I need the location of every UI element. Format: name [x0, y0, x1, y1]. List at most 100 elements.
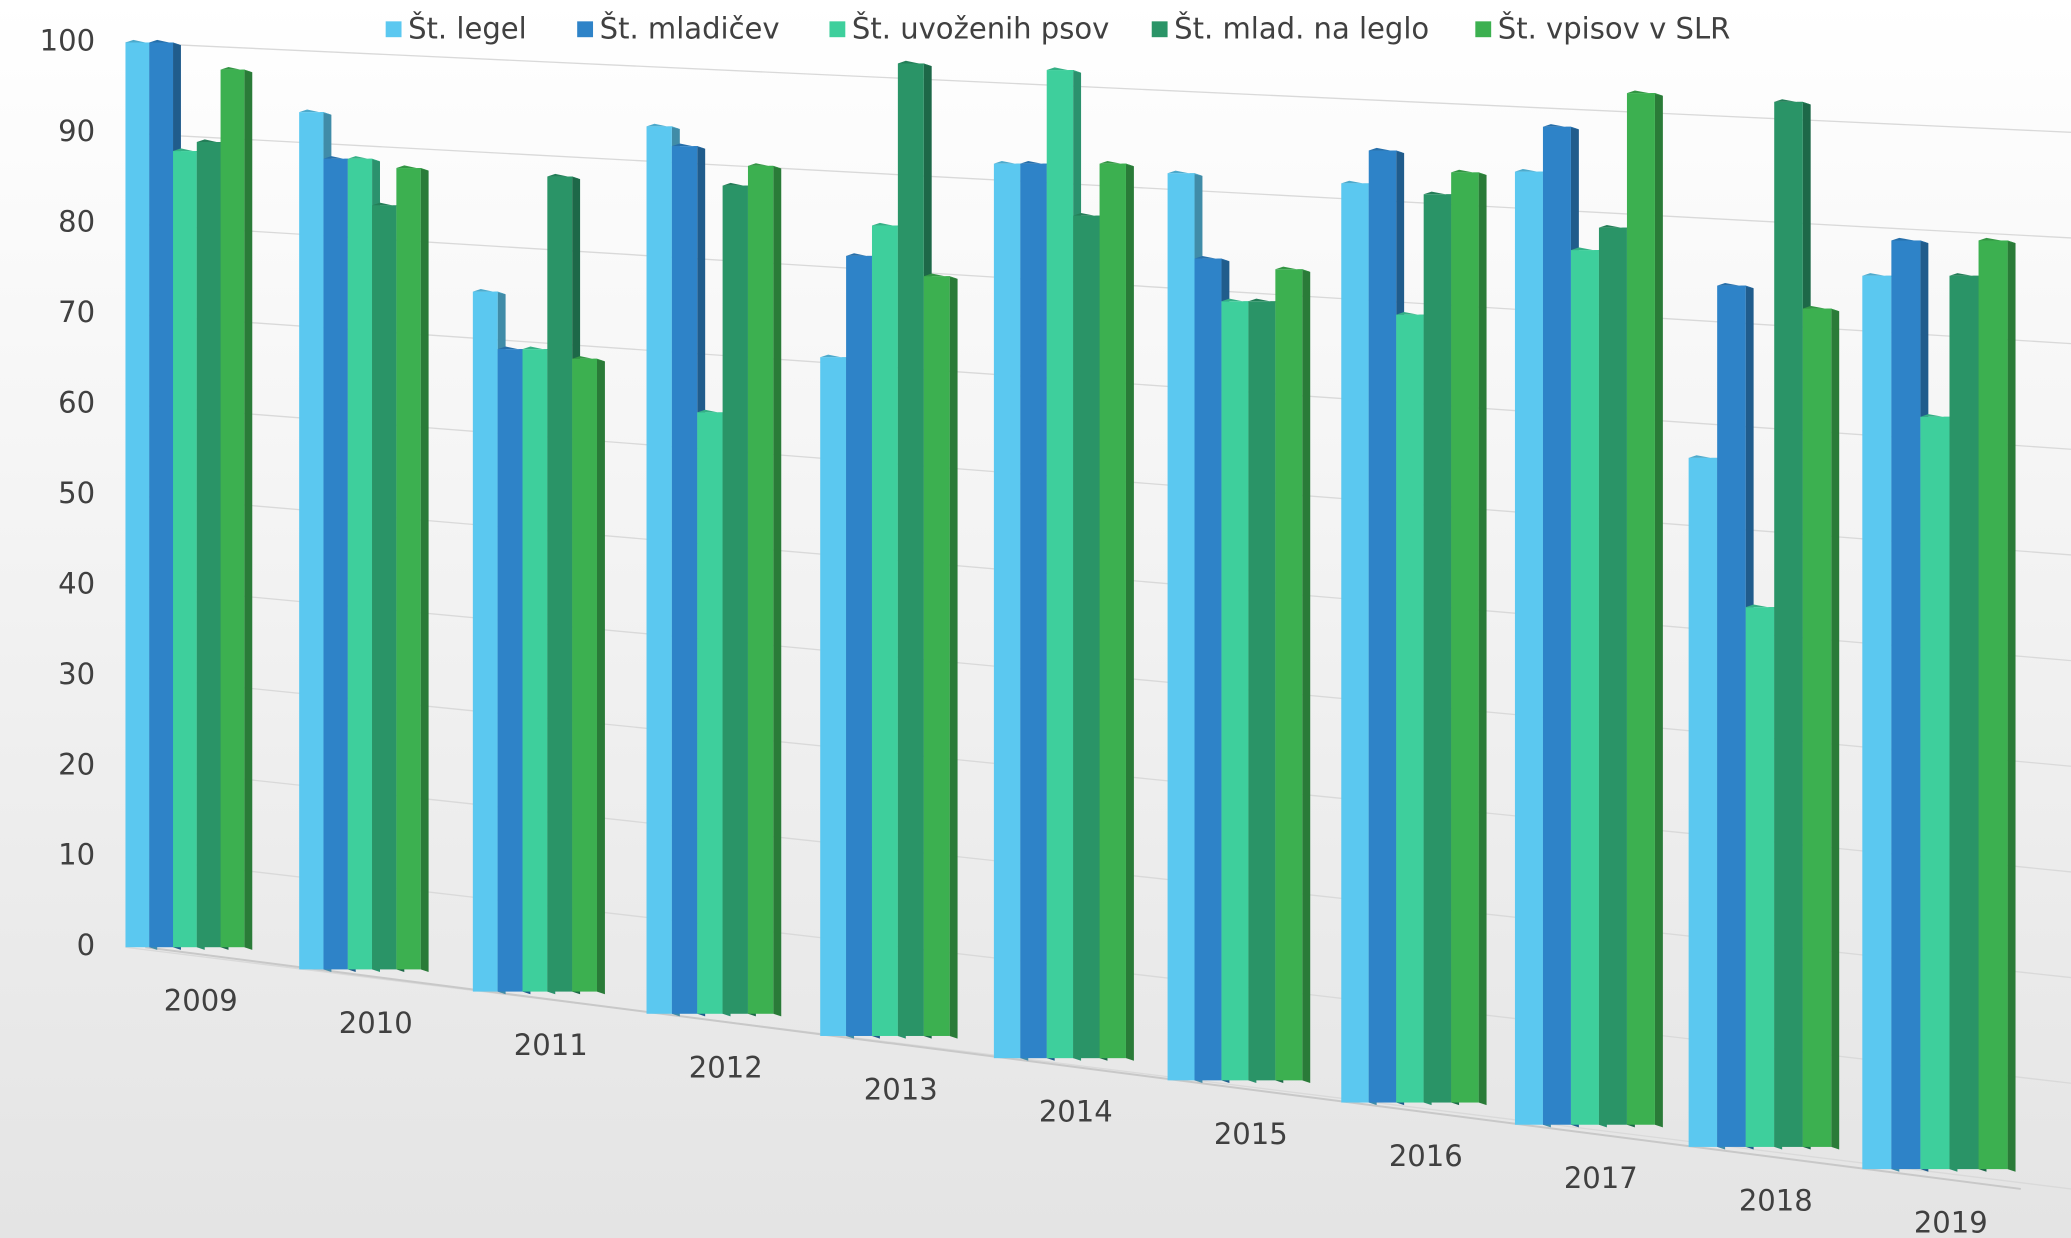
y-tick-label: 50: [58, 476, 95, 510]
y-tick-label: 10: [58, 838, 95, 872]
bar-side: [420, 168, 429, 973]
bar-top: [1046, 67, 1082, 73]
bar: [1598, 227, 1627, 1125]
bar-top: [396, 165, 429, 171]
bar: [1368, 150, 1397, 1103]
bar: [1745, 607, 1775, 1147]
x-tick-label: 2011: [514, 1028, 588, 1062]
x-tick-label: 2009: [164, 984, 238, 1018]
legend-swatch: [829, 21, 846, 38]
bar: [1167, 173, 1195, 1081]
x-tick-label: 2019: [1914, 1206, 1988, 1238]
bar-top: [897, 60, 932, 67]
x-tick-label: 2012: [689, 1050, 763, 1084]
bar: [125, 42, 150, 948]
bar: [1978, 240, 2008, 1170]
bar: [747, 165, 774, 1014]
x-tick-label: 2017: [1564, 1161, 1638, 1195]
bar-top: [220, 66, 253, 73]
x-tick-label: 2010: [339, 1006, 413, 1040]
bar: [1396, 314, 1424, 1103]
y-tick-label: 40: [58, 566, 95, 600]
bar: [1194, 258, 1222, 1081]
bar: [1046, 70, 1074, 1059]
bar: [497, 349, 523, 992]
y-tick-label: 90: [58, 114, 95, 148]
bar: [993, 163, 1021, 1059]
bar: [722, 185, 748, 1014]
bar: [1542, 126, 1571, 1125]
bar: [1688, 457, 1718, 1147]
bar-top: [522, 346, 556, 352]
bar: [697, 412, 723, 1014]
bar: [820, 357, 847, 1036]
bar: [871, 225, 898, 1036]
bar: [149, 42, 174, 948]
bar: [173, 151, 197, 948]
bar: [1020, 163, 1047, 1059]
bar: [1717, 285, 1746, 1147]
legend-label: Št. vpisov v SLR: [1498, 12, 1731, 46]
x-tick-label: 2018: [1739, 1183, 1813, 1217]
bar: [923, 276, 950, 1036]
legend-label: Št. mlad. na leglo: [1174, 12, 1429, 46]
legend-label: Št. legel: [408, 12, 527, 46]
bar: [522, 349, 548, 992]
x-tick-label: 2013: [864, 1072, 938, 1106]
bar-side: [2007, 240, 2016, 1172]
bar: [472, 291, 498, 992]
y-tick-label: 60: [58, 385, 95, 419]
y-tick-label: 100: [40, 23, 95, 57]
bar: [196, 141, 221, 948]
bar: [1949, 275, 1979, 1170]
bar: [220, 69, 245, 948]
bar: [1423, 194, 1452, 1103]
y-tick-label: 80: [58, 204, 95, 238]
legend-swatch: [385, 21, 402, 38]
bar-side: [773, 165, 782, 1017]
y-tick-label: 70: [58, 295, 95, 329]
bar-top: [547, 173, 581, 180]
bar: [897, 63, 924, 1036]
bar: [1774, 101, 1803, 1147]
bar: [846, 255, 872, 1036]
bar: [299, 112, 324, 970]
x-tick-label: 2014: [1039, 1095, 1113, 1129]
bar: [1570, 250, 1599, 1125]
bar: [1802, 308, 1832, 1147]
legend-swatch: [577, 21, 594, 38]
bar: [347, 158, 373, 970]
x-tick-label: 2015: [1214, 1117, 1288, 1151]
bar: [1099, 163, 1126, 1059]
bar: [1920, 416, 1950, 1170]
legend-swatch: [1151, 21, 1168, 38]
bar-top: [1368, 147, 1405, 154]
bar: [1221, 301, 1249, 1081]
bar: [572, 358, 597, 992]
bar-side: [596, 358, 605, 995]
bar: [372, 205, 397, 970]
bar-side: [244, 69, 253, 950]
bar: [1275, 269, 1303, 1081]
y-tick-label: 30: [58, 657, 95, 691]
bar: [1248, 301, 1276, 1081]
bar: [1073, 215, 1100, 1059]
bar-side: [1478, 172, 1487, 1106]
bar-side: [1831, 308, 1840, 1150]
legend-swatch: [1475, 21, 1492, 38]
legend-label: Št. mladičev: [600, 12, 780, 46]
bar-side: [1125, 163, 1134, 1061]
bar: [1514, 171, 1543, 1125]
bar: [671, 146, 698, 1014]
grid-line: [125, 946, 2071, 1190]
bar-top: [497, 346, 531, 352]
bar: [547, 176, 573, 992]
y-tick-label: 20: [58, 747, 95, 781]
bar-side: [949, 276, 958, 1039]
x-tick-label: 2016: [1389, 1139, 1463, 1173]
bar: [1341, 183, 1369, 1103]
bar-top: [923, 273, 958, 279]
bar: [1862, 275, 1892, 1170]
bar: [323, 158, 348, 970]
